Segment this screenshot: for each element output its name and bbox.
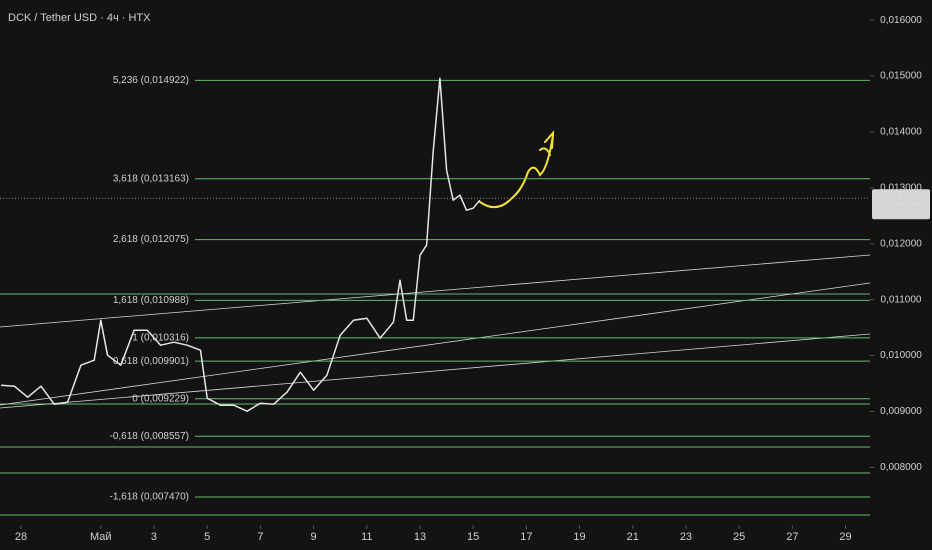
fib-label: 1 (0,010316): [132, 333, 189, 344]
price-line: [1, 77, 481, 412]
trend-line: [0, 254, 871, 328]
extra-levels: [0, 293, 870, 516]
y-tick-label: 0,009000: [880, 406, 922, 417]
fib-label: 0 (0,009229): [132, 393, 189, 404]
x-tick-label: 15: [467, 531, 479, 543]
y-tick-label: 0,016000: [880, 15, 922, 26]
chart-title: DCK / Tether USD · 4ч · HTX: [8, 12, 151, 24]
x-tick-label: 3: [151, 531, 157, 543]
y-tick-label: 0,015000: [880, 71, 922, 82]
x-tick-label: 25: [733, 531, 745, 543]
fib-label: 0,618 (0,009901): [113, 356, 189, 367]
y-tick-label: 0,010000: [880, 350, 922, 361]
x-tick-label: 11: [361, 531, 372, 543]
fib-label: 5,236 (0,014922): [113, 75, 189, 86]
fib-label: -0,618 (0,008557): [109, 431, 189, 442]
fib-label: -1,618 (0,007470): [109, 492, 189, 503]
trend-line: [0, 333, 871, 409]
last-price-label: 0,012815: [880, 193, 922, 204]
x-tick-label: 17: [520, 531, 532, 543]
x-tick-label: 5: [204, 531, 210, 543]
trend-lines: [0, 254, 871, 409]
y-tick-label: 0,011000: [881, 294, 922, 305]
y-tick-label: 0,013000: [880, 183, 922, 194]
fib-label: 3,618 (0,013163): [113, 173, 189, 184]
x-tick-label: 23: [680, 531, 692, 543]
y-tick-label: 0,012000: [880, 238, 922, 249]
y-tick-label: 0,008000: [880, 462, 922, 473]
x-tick-label: 21: [627, 531, 639, 543]
y-tick-label: 0,014000: [880, 127, 922, 138]
x-tick-label: 7: [257, 531, 263, 543]
x-tick-label: 19: [573, 531, 585, 543]
last-price-box: [872, 189, 930, 220]
fib-label: 1,618 (0,010988): [113, 295, 189, 306]
fib-label: 2,618 (0,012075): [113, 234, 189, 245]
x-tick-label: 27: [786, 531, 798, 543]
trend-line: [0, 282, 871, 406]
x-tick-label: 9: [311, 531, 317, 543]
x-tick-label: 29: [839, 531, 851, 543]
x-tick-label: Май: [90, 531, 112, 543]
hand-drawn-arrow: [479, 130, 555, 209]
x-tick-label: 13: [414, 531, 426, 543]
countdown: 02:53:17: [882, 206, 921, 217]
x-tick-label: 28: [15, 531, 27, 543]
